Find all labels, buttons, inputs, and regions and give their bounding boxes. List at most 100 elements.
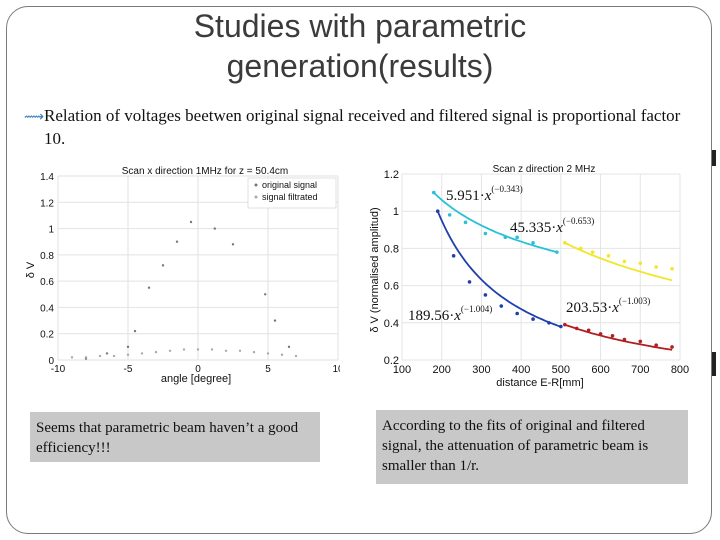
chart1-point: [287, 345, 291, 349]
chart1-point: [84, 356, 88, 359]
chart1-point: [196, 348, 200, 351]
chart1-point: [98, 354, 102, 358]
chart2-ytick-label: 1: [393, 206, 399, 218]
title-line-1: Studies with parametric: [193, 8, 527, 44]
chart2-ytick-label: 0.6: [384, 281, 399, 293]
slide-title: Studies with parametric generation(resul…: [0, 6, 720, 86]
chart1-point: [231, 243, 235, 246]
chart1-xtick-label: -5: [124, 364, 133, 375]
chart2-point: [586, 328, 591, 333]
chart1-point: [154, 350, 158, 354]
chart1-point: [264, 293, 267, 296]
chart1-xtick-label: 0: [195, 364, 201, 375]
chart1-xtick-label: 10: [332, 364, 340, 375]
chart1-legend-label: signal filtrated: [262, 192, 318, 202]
edge-mark-top: [712, 150, 716, 166]
chart1-ytick-label: 0.4: [40, 303, 54, 314]
chart2-title: Scan z direction 2 MHz: [493, 164, 596, 175]
chart1-ytick-label: 0.8: [40, 251, 54, 262]
bullet-item: ⟿ Relation of voltages beetwen original …: [24, 104, 684, 150]
chart2-xtick-label: 300: [472, 364, 490, 376]
chart1-ytick-label: 1.4: [40, 172, 54, 183]
chart2-xtick-label: 200: [433, 364, 451, 376]
chart2-point: [578, 246, 583, 251]
chart1-xtick-label: 5: [265, 364, 271, 375]
chart2-point: [622, 259, 627, 264]
chart2-point: [563, 322, 567, 327]
chart1-point: [252, 350, 256, 354]
chart1-point: [294, 354, 298, 358]
chart2-point: [451, 254, 456, 258]
chart1-point: [168, 349, 172, 352]
chart2-ytick-label: 0.2: [384, 355, 399, 367]
chart1-xtick-label: -10: [51, 364, 66, 375]
chart2-point: [447, 213, 452, 217]
chart2-point: [483, 231, 488, 236]
chart2-point: [610, 334, 615, 338]
chart2-point: [590, 250, 595, 254]
chart2-point: [431, 190, 436, 195]
chart2-point: [555, 250, 559, 254]
chart-distance-scan: Scan z direction 2 MHz 100 200 300 400 500 60…: [369, 164, 689, 389]
chart2-fit-label: 189.56·x(−1.004): [408, 304, 492, 324]
chart2-point: [638, 339, 643, 344]
chart2-point: [606, 254, 611, 258]
chart1-point: [273, 319, 277, 322]
chart2-point: [563, 241, 567, 245]
chart1-ytick-label: 1.2: [40, 198, 54, 209]
chart2-point: [483, 293, 488, 297]
chart2-xtick-label: 700: [631, 364, 649, 376]
chart1-point: [147, 286, 151, 289]
chart2-point: [638, 261, 643, 266]
chart2-xtick-label: 500: [552, 364, 570, 376]
chart1-title: Scan x direction 1MHz for z = 50.4cm: [122, 166, 288, 177]
chart2-xtick-label: 400: [512, 364, 530, 376]
chart1-ytick-label: 1: [48, 225, 54, 236]
chart2-ytick-label: 1.2: [384, 169, 399, 181]
chart2-fit-label: 45.335·x(−0.653): [510, 216, 594, 236]
chart1-point: [224, 349, 228, 352]
chart2-xtick-label: 800: [671, 364, 689, 376]
chart2-point: [670, 267, 674, 271]
chart1-point: [238, 349, 242, 352]
chart1-ytick-label: 0: [48, 356, 54, 367]
chart2-point: [559, 324, 563, 329]
chart1-xlabel: angle [degree]: [161, 373, 231, 385]
chart2-point: [598, 332, 603, 336]
note-efficiency: Seems that parametric beam haven’t a goo…: [30, 412, 320, 462]
chart1-point: [70, 356, 74, 359]
chart2-point: [670, 345, 674, 349]
chart1-point: [213, 227, 216, 230]
chart1-point: [210, 348, 214, 351]
chart2-fit-curve: [436, 210, 562, 328]
chart2-xlabel: distance E-R[mm]: [496, 377, 583, 389]
chart1-ylabel: δ V: [25, 261, 37, 278]
chart2-point: [654, 343, 658, 347]
chart1-legend-marker: [254, 195, 258, 199]
chart1-point: [126, 345, 130, 349]
chart1-point: [140, 352, 144, 355]
chart1-point: [280, 353, 284, 356]
bullet-icon: ⟿: [24, 110, 45, 125]
chart1-legend-label: original signal: [262, 180, 317, 190]
bullet-text: Relation of voltages beetwen original si…: [44, 106, 681, 148]
chart2-fit-curve: [433, 191, 558, 253]
chart1-point: [112, 354, 116, 358]
chart2-fit-label: 5.951·x(−0.343): [446, 184, 523, 204]
chart2-point: [515, 311, 519, 316]
chart2-point: [654, 265, 658, 269]
chart1-point: [175, 240, 179, 243]
chart1-ytick-label: 0.2: [40, 330, 54, 341]
chart2-fit-label: 203.53·x(−1.003): [566, 296, 650, 316]
edge-mark-bottom: [712, 352, 716, 376]
chart1-point: [105, 352, 109, 355]
chart2-point: [622, 337, 627, 342]
chart1-point: [266, 352, 270, 355]
chart1-point: [189, 220, 193, 224]
chart2-point: [467, 280, 472, 284]
chart2-xtick-label: 100: [393, 364, 411, 376]
chart2-point: [463, 220, 468, 225]
chart2-point: [531, 317, 535, 321]
chart-angle-scan: Scan x direction 1MHz for z = 50.4cm -10…: [25, 166, 340, 385]
chart2-ytick-label: 0.8: [384, 243, 399, 255]
